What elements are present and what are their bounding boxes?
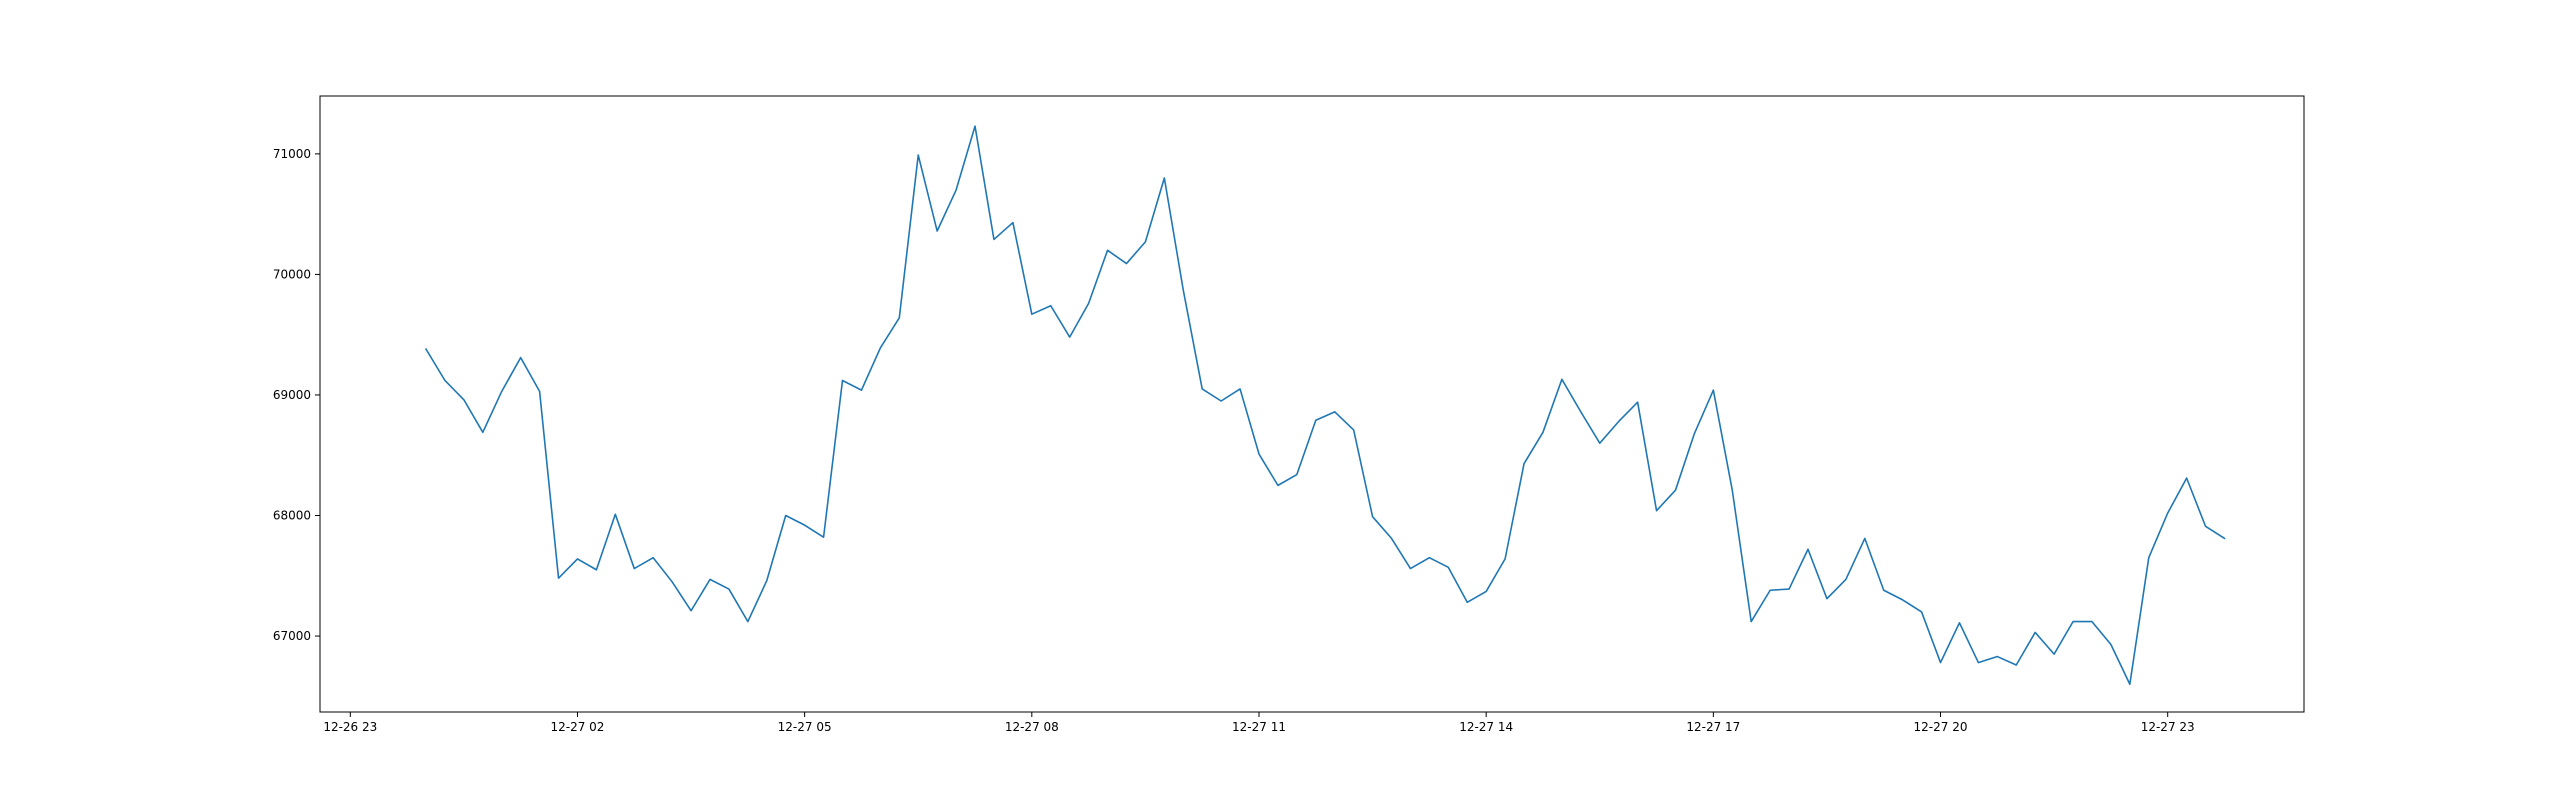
x-tick-label: 12-27 17 xyxy=(1686,720,1740,734)
y-tick-label: 69000 xyxy=(273,388,311,402)
y-tick-label: 68000 xyxy=(273,509,311,523)
x-tick-label: 12-27 02 xyxy=(550,720,604,734)
x-tick-label: 12-27 05 xyxy=(778,720,832,734)
y-axis: 67000 68000 69000 70000 71000 xyxy=(273,147,320,643)
x-tick-label: 12-27 23 xyxy=(2141,720,2195,734)
plot-area xyxy=(424,125,2226,686)
x-axis: 12-26 23 12-27 02 12-27 05 12-27 08 12-27 11… xyxy=(323,712,2195,734)
x-tick-label: 12-26 23 xyxy=(323,720,377,734)
x-tick-label: 12-27 11 xyxy=(1232,720,1286,734)
x-tick-label: 12-27 20 xyxy=(1914,720,1968,734)
y-tick-label: 71000 xyxy=(273,147,311,161)
x-tick-label: 12-27 08 xyxy=(1005,720,1059,734)
series-line xyxy=(424,125,2226,686)
axes-frame xyxy=(319,95,2305,713)
y-tick-label: 67000 xyxy=(273,629,311,643)
x-tick-label: 12-27 14 xyxy=(1459,720,1513,734)
y-tick-label: 70000 xyxy=(273,267,311,281)
